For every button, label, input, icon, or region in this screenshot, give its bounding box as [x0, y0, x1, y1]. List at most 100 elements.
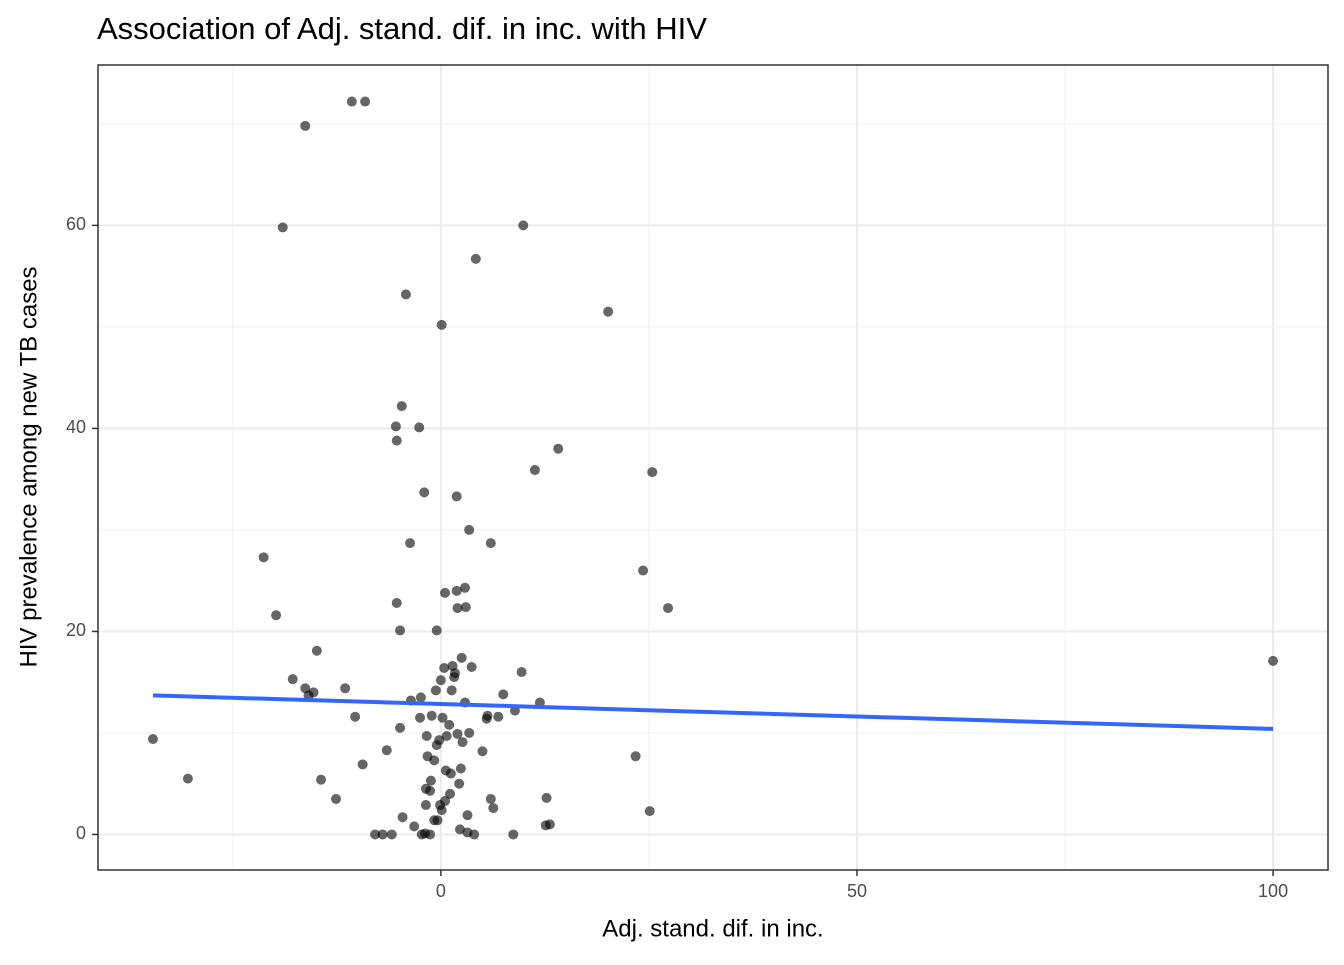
x-tick-label: 50 — [847, 881, 867, 901]
point — [370, 829, 381, 840]
point — [435, 675, 446, 686]
point — [425, 829, 436, 840]
point — [485, 538, 496, 549]
point — [477, 746, 488, 757]
x-tick-label: 0 — [436, 881, 446, 901]
point — [647, 467, 658, 478]
point — [396, 401, 407, 412]
ticks: 0 50 100 0 20 40 60 — [66, 214, 1288, 901]
point — [508, 829, 519, 840]
point — [397, 812, 408, 823]
point — [457, 737, 468, 748]
point — [455, 763, 466, 774]
point — [638, 565, 649, 576]
point — [419, 487, 430, 498]
point — [464, 524, 475, 535]
y-tick-label: 20 — [66, 620, 86, 640]
point — [316, 774, 327, 785]
point — [425, 785, 436, 796]
point — [415, 712, 426, 723]
y-tick-label: 60 — [66, 214, 86, 234]
point — [182, 773, 193, 784]
point — [464, 727, 475, 738]
y-tick-label: 0 — [76, 823, 86, 843]
point — [460, 582, 471, 593]
point — [426, 710, 437, 721]
point — [470, 253, 481, 264]
point — [544, 819, 555, 830]
point — [451, 491, 462, 502]
point — [437, 712, 448, 723]
x-tick-label: 100 — [1258, 881, 1288, 901]
point — [429, 755, 440, 766]
point — [553, 443, 564, 454]
point — [391, 598, 402, 609]
point — [308, 687, 319, 698]
point — [1268, 655, 1279, 666]
point — [414, 422, 425, 433]
point — [462, 810, 473, 821]
point — [390, 421, 401, 432]
point — [466, 661, 477, 672]
point — [440, 795, 451, 806]
x-axis-label: Adj. stand. dif. in inc. — [602, 915, 823, 942]
point — [493, 711, 504, 722]
point — [441, 731, 452, 742]
point — [271, 610, 282, 621]
point — [400, 289, 411, 300]
point — [431, 625, 442, 636]
point — [630, 751, 641, 762]
chart-title: Association of Adj. stand. dif. in inc. … — [97, 11, 707, 46]
point — [416, 829, 427, 840]
grid — [98, 65, 1328, 870]
point — [436, 319, 447, 330]
trend-line — [152, 693, 1274, 731]
point — [460, 602, 471, 613]
point — [386, 829, 397, 840]
point — [421, 731, 432, 742]
point — [450, 668, 461, 679]
point — [452, 728, 463, 739]
point — [469, 829, 480, 840]
point — [445, 788, 456, 799]
point — [482, 710, 493, 721]
point — [415, 692, 426, 703]
point — [456, 652, 467, 663]
point — [516, 667, 527, 678]
point — [377, 829, 388, 840]
point — [603, 306, 614, 317]
panel-border — [97, 64, 1329, 871]
y-axis-label: HIV prevalence among new TB cases — [15, 266, 42, 667]
point — [454, 778, 465, 789]
point — [436, 805, 447, 816]
y-tick-label: 40 — [66, 417, 86, 437]
point — [381, 745, 392, 756]
point — [277, 222, 288, 233]
point — [498, 689, 509, 700]
point — [440, 587, 451, 598]
point — [439, 662, 450, 673]
point — [445, 768, 456, 779]
point — [391, 435, 402, 446]
point — [395, 625, 406, 636]
point — [541, 792, 552, 803]
point — [430, 685, 441, 696]
point — [434, 735, 445, 746]
point — [357, 759, 368, 770]
point — [147, 734, 158, 745]
point — [346, 96, 357, 107]
point — [429, 815, 440, 826]
point — [258, 552, 269, 563]
point — [331, 793, 342, 804]
point — [350, 711, 361, 722]
point — [340, 683, 351, 694]
point — [488, 803, 499, 814]
point — [360, 96, 371, 107]
point — [409, 821, 420, 832]
point — [455, 824, 466, 835]
point — [518, 220, 529, 231]
point — [644, 806, 655, 817]
